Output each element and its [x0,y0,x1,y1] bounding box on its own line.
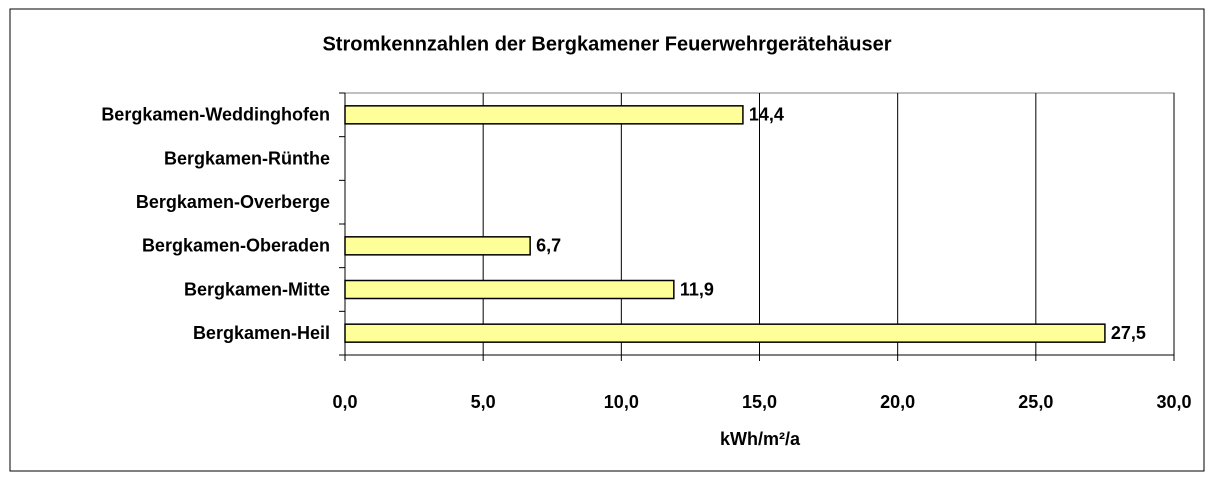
x-tick-label: 15,0 [742,392,777,412]
x-tick-label: 10,0 [604,392,639,412]
y-tick-label: Bergkamen-Weddinghofen [101,105,330,125]
x-tick-label: 20,0 [880,392,915,412]
bar [344,279,675,300]
y-tick-label: Bergkamen-Mitte [184,279,330,299]
y-tick-label: Bergkamen-Oberaden [142,236,330,256]
data-label: 6,7 [536,236,561,256]
x-tick-label: 30,0 [1156,392,1191,412]
chart-title: Stromkennzahlen der Bergkamener Feuerweh… [322,33,891,55]
data-label: 27,5 [1111,323,1146,343]
y-tick-label: Bergkamen-Overberge [136,192,330,212]
x-tick-label: 5,0 [471,392,496,412]
bar [344,236,531,256]
x-axis-label: kWh/m²/a [720,429,801,449]
data-label: 11,9 [680,279,714,299]
x-tick-label: 25,0 [1018,392,1053,412]
data-label: 14,4 [749,105,784,125]
bar [344,323,1106,343]
y-tick-label: Bergkamen-Rünthe [164,148,330,168]
y-tick-label: Bergkamen-Heil [193,323,330,343]
x-tick-label: 0,0 [332,392,357,412]
bar [344,105,744,125]
